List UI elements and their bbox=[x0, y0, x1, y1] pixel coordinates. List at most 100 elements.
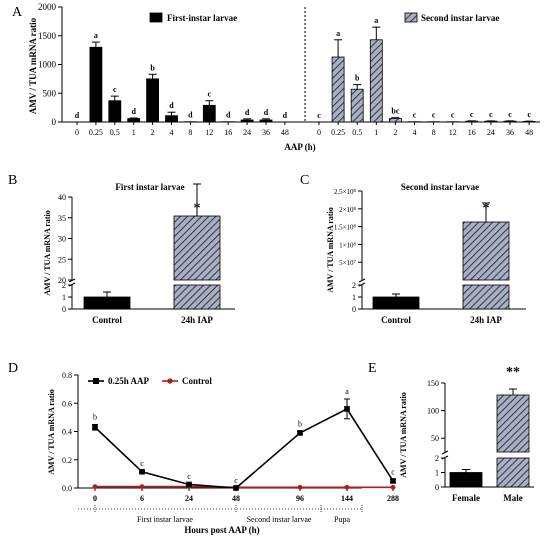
y-tick-label: 2.5×10⁸ bbox=[334, 188, 357, 196]
y-tick-label: 2 bbox=[62, 281, 66, 290]
y-tick-label: 25 bbox=[58, 255, 66, 264]
legend-first: First-instar larvae bbox=[167, 13, 237, 23]
y-tick-label-a: 1500 bbox=[38, 31, 57, 41]
x-tick-label-a: 0.5 bbox=[110, 128, 120, 137]
significance-marker: ** bbox=[506, 365, 520, 380]
x-tick-label-d: 288 bbox=[387, 494, 399, 503]
x-axis-title-d: Hours post AAP (h) bbox=[184, 525, 259, 535]
bar-female bbox=[449, 472, 483, 488]
y-tick-label: 1 bbox=[352, 293, 356, 302]
axis-break bbox=[441, 450, 449, 455]
bar-a-first bbox=[202, 104, 216, 123]
y-tick-label: 100 bbox=[427, 407, 439, 416]
sig-letter-a: c bbox=[470, 110, 474, 119]
sig-letter-d: c bbox=[234, 476, 238, 485]
y-tick-label: 35 bbox=[58, 214, 66, 223]
x-tick-label-a: 2 bbox=[151, 128, 155, 137]
sig-letter-a: a bbox=[336, 29, 340, 38]
y-tick-label-d: 0.6 bbox=[62, 399, 72, 408]
y-axis-title: AMV / TUA mRNA ratio bbox=[43, 210, 52, 295]
bar-upper-24h-iap bbox=[173, 215, 221, 281]
x-tick-label-a: 4 bbox=[413, 128, 417, 137]
series-line-aap bbox=[94, 407, 394, 489]
legend-aap: 0.25h AAP bbox=[108, 376, 150, 386]
x-tick-label-a: 16 bbox=[224, 128, 232, 137]
panel-label-e: E bbox=[368, 361, 377, 376]
x-axis-title-a: AAP (h) bbox=[284, 142, 315, 152]
bar-a-first bbox=[165, 115, 178, 123]
sig-letter-a: c bbox=[432, 111, 436, 120]
x-tick-label: Male bbox=[503, 493, 523, 503]
bar-a-first bbox=[108, 100, 122, 123]
legend-second: Second instar larvae bbox=[421, 13, 499, 23]
x-tick-label: 24h IAP bbox=[181, 315, 213, 325]
sig-letter-a: c bbox=[489, 110, 493, 119]
legend-swatch-second bbox=[404, 12, 418, 23]
x-tick-label-a: 1 bbox=[374, 128, 378, 137]
sig-letter-d: c bbox=[187, 472, 191, 481]
y-tick-label: 20 bbox=[58, 276, 66, 285]
panel-label-d: D bbox=[8, 361, 18, 376]
legend-swatch-first bbox=[149, 12, 163, 23]
x-tick-label-a: 2 bbox=[393, 128, 397, 137]
legend-marker-control bbox=[167, 378, 173, 384]
stage-second: Second instar larvae bbox=[247, 515, 312, 524]
point-control bbox=[297, 484, 303, 490]
x-tick-label-d: 6 bbox=[140, 494, 144, 503]
sig-letter-a: c bbox=[508, 110, 512, 119]
bar-control bbox=[83, 296, 131, 310]
y-tick-label-d: 0.0 bbox=[62, 484, 72, 493]
sig-letter-a: d bbox=[188, 111, 193, 120]
point-aap bbox=[186, 481, 192, 488]
y-tick-label: 30 bbox=[58, 235, 66, 244]
x-tick-label-a: 24 bbox=[487, 128, 495, 137]
sig-letter-a: c bbox=[451, 111, 455, 120]
x-tick-label: Female bbox=[452, 493, 480, 503]
y-tick-label: 1×10⁸ bbox=[339, 241, 356, 249]
panel-label-a: A bbox=[12, 5, 23, 20]
y-axis-title: AMV / TUA mRNA ratio bbox=[326, 207, 335, 292]
chart-title-b: First instar larvae bbox=[115, 182, 184, 192]
x-tick-label-a: 12 bbox=[449, 128, 457, 137]
bar-upper-male bbox=[496, 394, 530, 453]
y-tick-label: 2 bbox=[435, 454, 439, 463]
x-tick-label-a: 0.5 bbox=[352, 128, 362, 137]
y-tick-label: 0 bbox=[435, 483, 439, 492]
y-axis-title-a: AMV / TUA mRNA ratio bbox=[28, 17, 38, 114]
y-tick-label-a: 1000 bbox=[38, 60, 57, 70]
bar-a-first bbox=[89, 46, 103, 123]
panel-label-c: C bbox=[300, 173, 309, 188]
x-tick-label-a: 36 bbox=[262, 128, 270, 137]
point-control bbox=[344, 484, 350, 490]
y-tick-label: 0 bbox=[352, 305, 356, 314]
sig-letter-d: c bbox=[391, 468, 395, 477]
point-control bbox=[92, 484, 98, 489]
sig-letter-d: a bbox=[345, 387, 349, 396]
sig-letter-d: c bbox=[140, 459, 144, 468]
bar-a-second bbox=[388, 118, 402, 123]
x-tick-label: Control bbox=[381, 315, 411, 325]
sig-letter-a: d bbox=[283, 111, 288, 120]
x-tick-label-a: 0 bbox=[317, 128, 321, 137]
sig-letter-a: a bbox=[94, 31, 98, 40]
y-tick-label: 40 bbox=[58, 193, 66, 202]
sig-letter-a: bc bbox=[391, 107, 399, 116]
point-aap bbox=[233, 485, 239, 491]
bar-upper-24h-iap bbox=[462, 221, 510, 281]
sig-letter-a: d bbox=[131, 107, 136, 116]
x-tick-label-d: 96 bbox=[296, 494, 304, 503]
y-tick-label-d: 0.8 bbox=[62, 371, 72, 380]
significance-marker: * bbox=[483, 201, 490, 216]
x-tick-label-d: 144 bbox=[341, 494, 353, 503]
bar-a-first bbox=[146, 78, 160, 123]
sig-letter-a: d bbox=[75, 111, 80, 120]
x-tick-label-a: 8 bbox=[188, 128, 192, 137]
x-tick-label-a: 36 bbox=[506, 128, 514, 137]
bar-24h-iap bbox=[173, 284, 221, 310]
sig-letter-d: b bbox=[298, 420, 302, 429]
x-tick-label-a: 12 bbox=[205, 128, 213, 137]
x-tick-label-a: 48 bbox=[525, 128, 533, 137]
x-tick-label: Control bbox=[92, 315, 122, 325]
sig-letter-d: b bbox=[93, 412, 97, 421]
